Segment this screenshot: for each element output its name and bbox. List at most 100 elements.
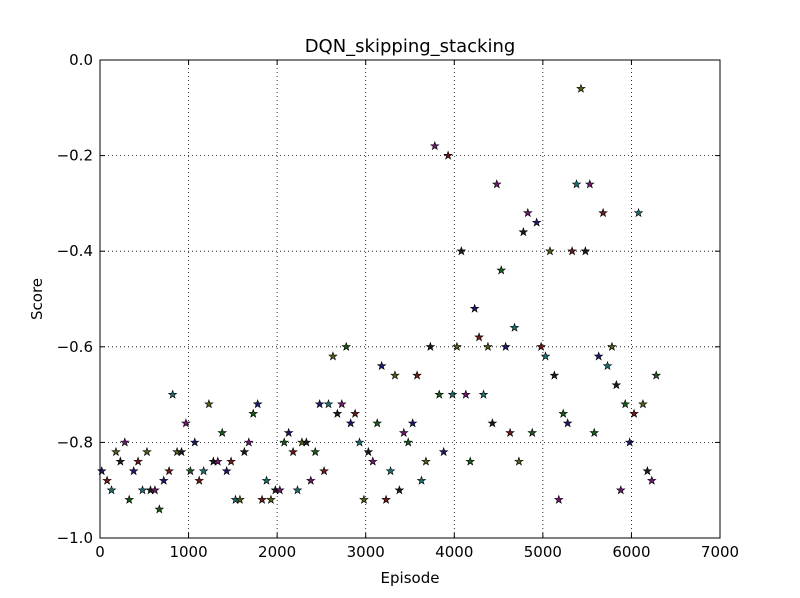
data-point (416, 475, 427, 485)
data-point (274, 485, 285, 495)
data-point (584, 179, 595, 189)
data-point (367, 456, 378, 466)
data-point (527, 427, 538, 437)
data-point (469, 303, 480, 313)
data-point (483, 341, 493, 351)
data-point (154, 504, 165, 514)
data-point (359, 494, 369, 504)
y-tick-label: −1.0 (57, 529, 93, 547)
y-axis-label: Score (28, 278, 46, 320)
chart-title: DQN_skipping_stacking (305, 36, 516, 57)
data-point (487, 418, 498, 428)
data-point (243, 437, 254, 447)
data-point (341, 341, 352, 351)
data-point (363, 446, 374, 457)
data-point (128, 465, 139, 476)
data-point (624, 437, 635, 447)
data-point (150, 485, 160, 495)
data-point (412, 370, 422, 380)
data-point (189, 437, 200, 447)
data-point (252, 399, 263, 409)
data-point (496, 265, 507, 275)
x-tick-label: 2000 (258, 543, 296, 561)
data-point (381, 494, 391, 504)
data-point (576, 83, 586, 93)
data-point (522, 207, 533, 218)
data-point (589, 427, 600, 437)
data-point (314, 399, 325, 409)
data-point (185, 465, 196, 476)
data-point (562, 418, 573, 428)
data-point (474, 332, 484, 342)
data-point (558, 408, 569, 418)
x-tick-label: 6000 (612, 543, 650, 561)
data-point (602, 360, 613, 371)
data-point (500, 341, 511, 351)
data-point (553, 494, 564, 504)
data-point (221, 465, 232, 476)
data-point (465, 456, 476, 466)
data-point (607, 341, 617, 351)
data-point (158, 475, 169, 485)
data-point (111, 446, 121, 457)
x-axis-label: Episode (381, 569, 440, 587)
data-point (332, 408, 343, 418)
data-point (611, 379, 622, 390)
data-point (633, 207, 644, 218)
data-point (96, 465, 107, 476)
axis-ticks: 0 1000 2000 3000 4000 5000 6000 7000 0.0 −0.2 −0.4… (57, 51, 740, 561)
data-point (194, 475, 205, 485)
data-point (398, 427, 409, 437)
data-point (142, 446, 152, 457)
data-point (336, 399, 347, 409)
data-point (176, 446, 187, 457)
data-point (198, 465, 209, 476)
data-point (514, 456, 524, 466)
data-point (429, 140, 440, 151)
grid-lines (100, 60, 720, 538)
data-point (164, 465, 174, 476)
data-point (279, 437, 290, 447)
data-point (376, 360, 387, 371)
data-point (545, 246, 555, 256)
data-point (491, 179, 502, 189)
data-point (407, 418, 418, 428)
data-point (248, 408, 259, 418)
data-point (328, 351, 338, 361)
data-point (567, 246, 577, 256)
data-point (598, 207, 608, 218)
data-point (266, 494, 276, 504)
data-point (390, 370, 400, 380)
data-point (478, 389, 489, 399)
data-point (549, 370, 560, 380)
data-point (646, 475, 657, 485)
data-point (651, 370, 662, 380)
data-point (372, 418, 383, 428)
data-points (96, 83, 662, 514)
data-point (531, 217, 542, 227)
data-point (319, 465, 329, 476)
data-point (345, 418, 356, 428)
data-point (421, 456, 431, 466)
data-point (460, 389, 471, 399)
data-point (137, 485, 148, 495)
data-point (235, 494, 245, 504)
data-point (301, 437, 312, 447)
data-point (580, 246, 591, 256)
data-point (452, 341, 462, 351)
data-point (505, 427, 515, 437)
data-point (518, 226, 529, 237)
data-point (434, 389, 445, 399)
x-tick-label: 3000 (347, 543, 385, 561)
data-point (106, 485, 117, 495)
data-point (257, 494, 267, 504)
data-point (181, 418, 191, 428)
data-point (305, 475, 316, 485)
data-point (593, 351, 604, 361)
plot-area-frame (99, 59, 721, 539)
data-point (115, 456, 126, 466)
data-point (239, 446, 250, 457)
data-point (403, 437, 414, 447)
y-tick-label: −0.6 (57, 338, 93, 356)
